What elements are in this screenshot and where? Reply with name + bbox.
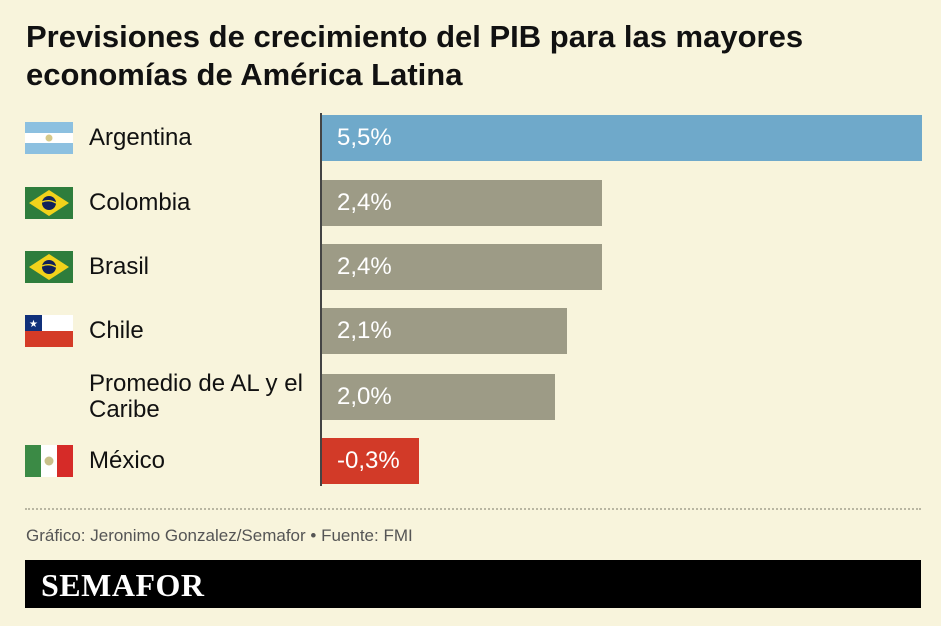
- value-label: 2,0%: [337, 383, 392, 410]
- category-label: Promedio de AL y el Caribe: [89, 370, 303, 423]
- svg-text:★: ★: [29, 319, 38, 330]
- brazil-flag-icon: [25, 251, 73, 283]
- category-label: Brasil: [89, 253, 150, 280]
- value-label: 2,4%: [337, 253, 392, 280]
- category-label: Chile: [89, 317, 144, 344]
- brazil-flag-icon: [25, 187, 73, 219]
- bar-row: Brasil 2,4%: [0, 244, 941, 290]
- value-label: -0,3%: [337, 447, 400, 474]
- chart-title: Previsiones de crecimiento del PIB para …: [26, 19, 804, 92]
- bar: [322, 308, 568, 354]
- bar-row: Promedio de AL y el Caribe 2,0%: [0, 370, 941, 423]
- source-credit: Gráfico: Jeronimo Gonzalez/Semafor • Fue…: [26, 526, 413, 545]
- bar-row: Colombia 2,4%: [0, 180, 941, 226]
- category-label: Argentina: [89, 124, 192, 151]
- bar: [322, 115, 922, 161]
- category-label: Colombia: [89, 189, 191, 216]
- value-label: 5,5%: [337, 124, 392, 151]
- bar: [322, 438, 419, 484]
- value-label: 2,4%: [337, 189, 392, 216]
- bar: [322, 374, 556, 420]
- category-label: México: [89, 447, 166, 474]
- semafor-logo: SEMAFOR: [41, 567, 205, 603]
- bar-row: ★ Chile 2,1%: [0, 308, 941, 354]
- bar: [322, 244, 603, 290]
- bar-row: México -0,3%: [0, 438, 941, 484]
- argentina-flag-icon: [25, 122, 73, 154]
- bar: [322, 180, 603, 226]
- divider: [25, 508, 921, 510]
- chile-flag-icon: ★: [25, 315, 73, 347]
- brand-bar: SEMAFOR: [25, 560, 921, 608]
- zero-axis-line: [320, 113, 322, 486]
- value-label: 2,1%: [337, 317, 392, 344]
- mexico-flag-icon: [25, 445, 73, 477]
- bar-row: Argentina 5,5%: [0, 115, 941, 161]
